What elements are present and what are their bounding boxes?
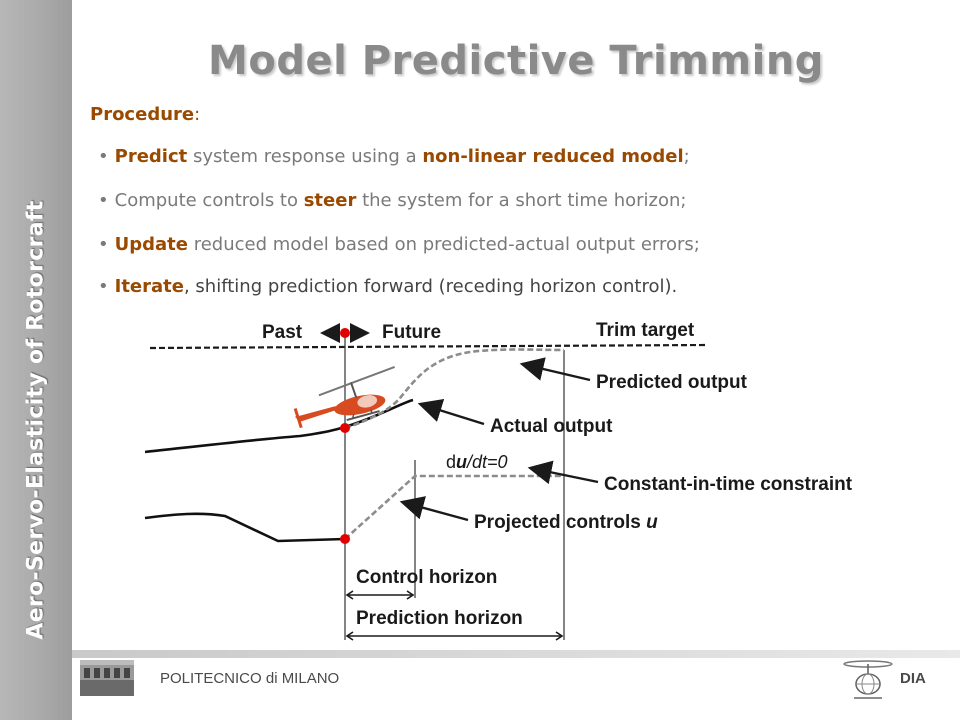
present-marker [340, 328, 350, 338]
helicopter-icon [293, 365, 396, 429]
constant-constraint-arrow [527, 460, 599, 485]
bullet-keyword: Iterate [114, 276, 184, 297]
bullet-text: the system for a short time horizon; [356, 190, 687, 211]
control-horizon-label: Control horizon [356, 567, 497, 588]
bullet-keyword: Predict [114, 146, 188, 167]
procedure-label: Procedure [90, 104, 195, 125]
helicopter-logo-icon [843, 660, 893, 699]
procedure-heading: Procedure: [90, 104, 200, 125]
bullet-keyword: steer [303, 190, 357, 211]
future-label: Future [382, 322, 441, 343]
bullet-predict: • Predict system response using a non-lin… [98, 146, 690, 167]
prediction-horizon-label: Prediction horizon [356, 608, 523, 629]
output-marker [340, 423, 350, 433]
bullet-compute: • Compute controls to steer the system fo… [98, 190, 686, 211]
projected-controls-u: u [646, 512, 658, 533]
bullet-dot-icon: • [98, 190, 109, 211]
footer-institution: POLITECNICO di MILANO [160, 670, 340, 687]
bullet-keyword: Update [114, 234, 188, 255]
predicted-output-label: Predicted output [596, 372, 748, 393]
projected-controls-text: Projected controls [474, 512, 646, 533]
bullet-dot-icon: • [98, 234, 109, 255]
past-label: Past [262, 322, 303, 343]
sidebar: Aero-Servo-Elasticity of Rotorcraft [0, 0, 72, 720]
du-dt-u: u [456, 452, 467, 472]
projected-controls-arrow [399, 496, 469, 522]
bullet-text: Compute controls to [114, 190, 304, 211]
du-dt-d: d [446, 452, 456, 472]
bullet-dot-icon: • [98, 276, 109, 297]
past-controls-line [144, 512, 346, 543]
trim-target-label: Trim target [596, 320, 695, 341]
building-photo-icon [80, 660, 134, 696]
bullet-iterate: • Iterate, shifting prediction forward (r… [98, 276, 677, 297]
du-dt-rest: /dt=0 [465, 452, 508, 472]
bullet-text: , shifting prediction forward (receding … [183, 276, 678, 297]
projected-controls-line [344, 474, 564, 540]
trim-target-line [149, 343, 707, 350]
bullet-text: ; [683, 146, 690, 167]
actual-output-arrow [417, 398, 485, 426]
actual-output-label: Actual output [490, 416, 613, 437]
projected-controls-label: Projected controls u [474, 512, 658, 533]
footer-bar [72, 650, 960, 658]
bullet-update: • Update reduced model based on predicted… [98, 234, 700, 255]
predicted-output-curve [344, 348, 565, 430]
control-marker [340, 534, 350, 544]
du-dt-label: du/dt=0 [446, 452, 508, 472]
procedure-colon: : [194, 104, 201, 125]
slide-title: Model Predictive Trimming [208, 38, 824, 84]
predicted-output-arrow [519, 357, 591, 382]
bullet-dot-icon: • [98, 146, 109, 167]
bullet-text: system response using a [187, 146, 423, 167]
bullet-text: reduced model based on predicted-actual … [187, 234, 700, 255]
constant-constraint-label: Constant-in-time constraint [604, 474, 853, 495]
actual-output-curve [144, 398, 414, 454]
bullet-keyword: non-linear reduced model [422, 146, 684, 167]
footer-department: DIA [900, 670, 926, 687]
